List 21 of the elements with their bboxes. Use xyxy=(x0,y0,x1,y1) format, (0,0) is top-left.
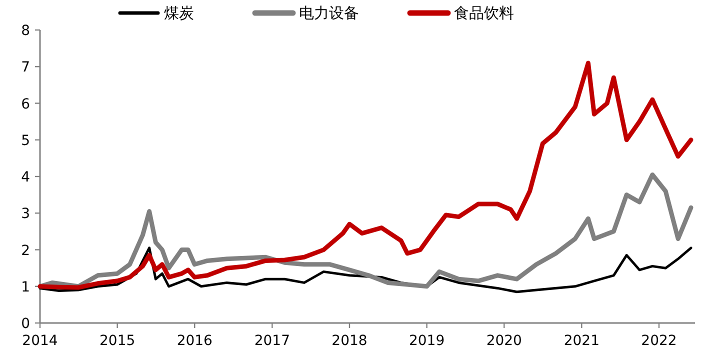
x-tick-label: 2014 xyxy=(22,333,58,349)
y-tick-label: 1 xyxy=(21,279,30,296)
legend-label: 电力设备 xyxy=(299,4,359,22)
x-tick-label: 2019 xyxy=(408,333,445,349)
x-tick-label: 2022 xyxy=(641,333,677,349)
y-tick-label: 6 xyxy=(21,96,30,112)
x-tick-label: 2020 xyxy=(486,333,522,349)
x-tick-label: 2016 xyxy=(176,333,213,349)
y-tick-label: 5 xyxy=(21,132,30,149)
x-tick-label: 2017 xyxy=(254,333,290,349)
x-tick-label: 2015 xyxy=(100,333,136,349)
y-tick-label: 8 xyxy=(21,23,30,39)
y-tick-label: 7 xyxy=(21,60,30,76)
y-tick-label: 4 xyxy=(21,170,30,186)
x-tick-label: 2018 xyxy=(332,333,368,349)
legend-label: 煤炭 xyxy=(164,4,194,22)
y-tick-label: 2 xyxy=(21,242,30,259)
y-tick-label: 3 xyxy=(21,206,30,222)
x-tick-label: 2021 xyxy=(564,333,600,349)
legend-label: 食品饮料 xyxy=(454,4,514,22)
y-tick-label: 0 xyxy=(21,316,30,332)
